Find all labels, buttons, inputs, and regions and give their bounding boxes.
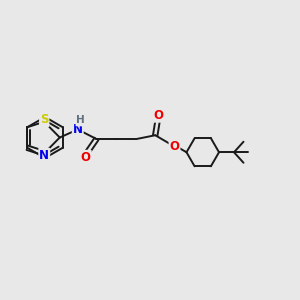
Text: S: S <box>40 113 49 126</box>
Text: N: N <box>73 123 83 136</box>
Text: O: O <box>169 140 179 153</box>
Text: H: H <box>76 116 85 125</box>
Text: O: O <box>153 109 163 122</box>
Text: O: O <box>81 151 91 164</box>
Text: N: N <box>39 149 49 162</box>
